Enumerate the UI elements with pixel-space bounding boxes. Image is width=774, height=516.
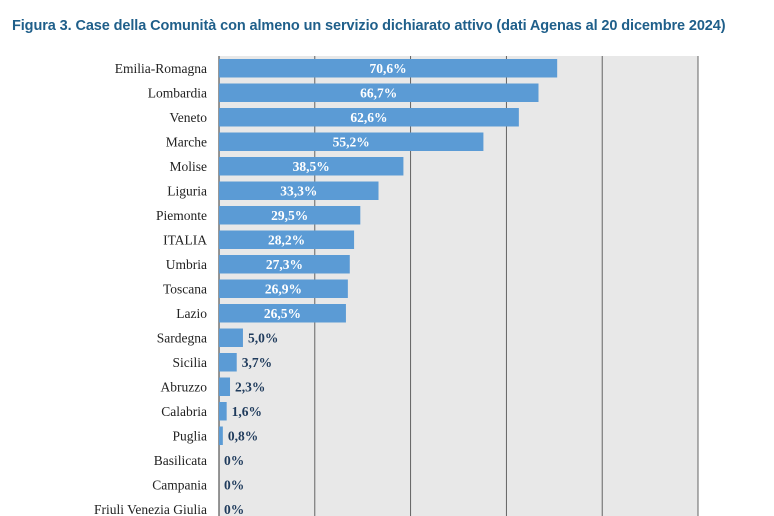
value-label: 26,9% [265,281,302,296]
category-label: Emilia-Romagna [115,61,207,76]
value-label: 28,2% [268,232,305,247]
category-label: Basilicata [154,453,207,468]
value-label: 1,6% [232,404,262,419]
value-label: 29,5% [271,208,308,223]
category-label: Calabria [161,404,207,419]
bar-molise [219,157,404,176]
value-label: 0% [224,477,244,492]
value-label: 3,7% [242,355,272,370]
bar-sardegna [219,328,243,347]
category-label: Lombardia [148,85,207,100]
category-label: Toscana [163,281,207,296]
chart-title: Figura 3. Case della Comunità con almeno… [12,18,726,34]
bar-calabria [219,402,227,421]
bar-toscana [219,279,348,298]
category-label: Sicilia [173,355,208,370]
value-label: 33,3% [280,183,317,198]
category-label: Puglia [172,428,207,443]
category-label: Veneto [170,110,208,125]
category-label: Piemonte [156,208,207,223]
value-label: 55,2% [333,134,370,149]
category-label: Friuli Venezia Giulia [94,502,207,516]
value-label: 38,5% [293,159,330,174]
bar-italia [219,230,355,249]
category-label: Sardegna [157,330,207,345]
category-label: ITALIA [163,232,207,247]
category-labels: Emilia-Romagna Lombardia Veneto Marche Molis… [94,61,207,516]
bar-puglia [219,426,223,445]
category-label: Umbria [166,257,207,272]
bar-veneto [219,108,519,127]
category-label: Marche [166,134,207,149]
value-label: 27,3% [266,257,303,272]
bar-lombardia [219,83,539,102]
bar-piemonte [219,206,361,225]
value-label: 62,6% [350,110,387,125]
bar-umbria [219,255,350,274]
bar-lazio [219,304,346,323]
bar-liguria [219,181,379,200]
value-label: 66,7% [360,85,397,100]
bar-emilia-romagna [219,59,558,78]
category-label: Molise [169,159,207,174]
bar-abruzzo [219,377,231,396]
category-label: Campania [152,477,207,492]
category-label: Lazio [176,306,207,321]
value-label: 0,8% [228,428,258,443]
value-labels: 70,6% 66,7% 62,6% 55,2%38,5% 33,3% 29,5% 28,2%… [224,61,407,516]
category-label: Liguria [167,183,207,198]
category-label: Abruzzo [161,379,208,394]
value-label: 70,6% [370,61,407,76]
value-label: 0% [224,453,244,468]
value-label: 26,5% [264,306,301,321]
bars-group [219,59,558,445]
bar-sicilia [219,353,237,372]
bar-marche [219,132,484,151]
value-label: 5,0% [248,330,278,345]
value-label: 2,3% [235,379,265,394]
value-label: 0% [224,502,244,516]
